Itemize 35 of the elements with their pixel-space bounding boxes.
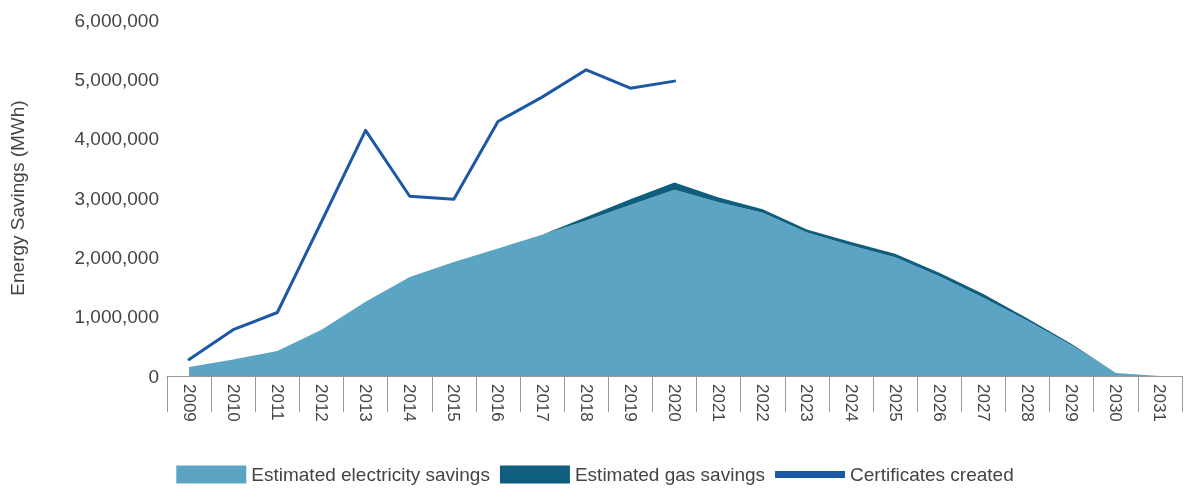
y-tick-label: 5,000,000 (74, 68, 159, 90)
x-tick-label: 2027 (973, 384, 993, 422)
x-tick-label: 2014 (400, 384, 420, 422)
line-series (187, 68, 676, 361)
y-tick-label: 6,000,000 (74, 9, 159, 31)
x-tick-label: 2022 (753, 384, 773, 422)
x-tick-label: 2013 (356, 384, 376, 422)
y-tick-label: 4,000,000 (74, 128, 159, 150)
x-tick-label: 2030 (1106, 384, 1126, 422)
y-tick-label: 1,000,000 (74, 306, 159, 328)
x-tick-label: 2029 (1062, 384, 1082, 422)
y-tick-label: 3,000,000 (74, 187, 159, 209)
x-tick-label: 2015 (444, 384, 464, 422)
x-tick-label: 2018 (576, 384, 596, 422)
legend-label: Certificates created (850, 464, 1014, 485)
x-tick-label: 2023 (797, 384, 817, 422)
x-tick-label: 2020 (665, 384, 684, 422)
y-axis-title: Energy Savings (MWh) (7, 100, 28, 296)
x-tick-label: 2016 (488, 384, 508, 422)
y-tick-label: 0 (148, 365, 159, 387)
x-tick-label: 2026 (929, 384, 949, 422)
x-tick-label: 2009 (179, 384, 199, 422)
legend-label: Estimated electricity savings (251, 464, 490, 485)
legend-label: Estimated gas savings (574, 464, 766, 485)
x-tick-label: 2024 (841, 384, 861, 422)
x-tick-label: 2019 (620, 384, 640, 422)
y-tick-label: 2,000,000 (74, 246, 159, 268)
x-tick-label: 2031 (1150, 384, 1170, 422)
x-tick-label: 2011 (267, 384, 287, 421)
x-tick-label: 2010 (223, 384, 243, 422)
x-tick-label: 2025 (885, 384, 905, 422)
x-tick-label: 2012 (311, 384, 331, 422)
x-tick-label: 2028 (1018, 384, 1038, 422)
x-tick-label: 2017 (532, 384, 552, 422)
x-tick-label: 2021 (709, 384, 729, 422)
